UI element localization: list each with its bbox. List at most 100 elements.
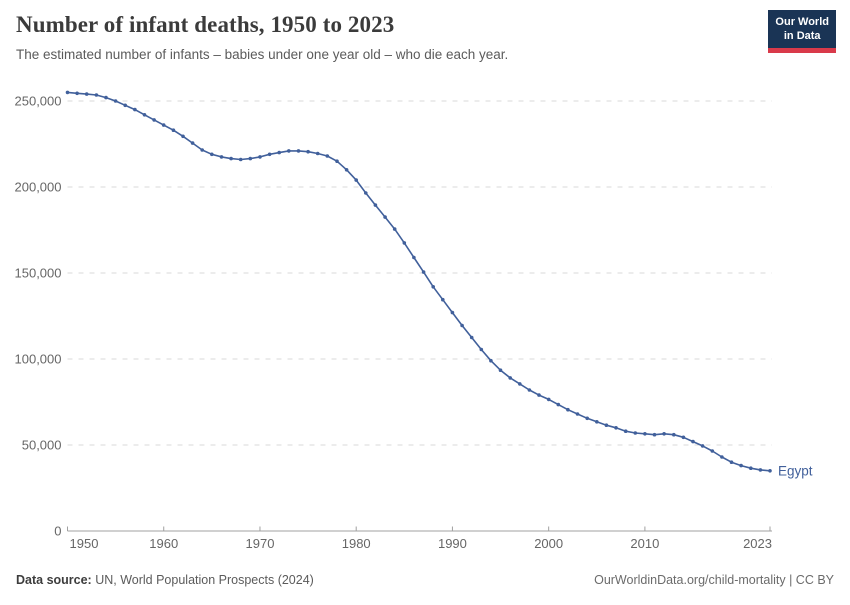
data-point[interactable] <box>402 241 407 245</box>
data-point[interactable] <box>210 152 214 157</box>
y-tick-label: 150,000 <box>15 266 62 281</box>
owid-logo[interactable]: Our World in Data <box>768 10 836 53</box>
data-point[interactable] <box>431 285 436 289</box>
chart-subtitle: The estimated number of infants – babies… <box>16 47 509 62</box>
data-point[interactable] <box>306 149 310 154</box>
data-point[interactable] <box>546 397 551 402</box>
page-title: Number of infant deaths, 1950 to 2023 <box>16 12 395 37</box>
data-point[interactable] <box>556 402 561 407</box>
data-point[interactable] <box>469 335 474 340</box>
y-tick-label: 200,000 <box>15 180 62 195</box>
x-tick-label: 1960 <box>149 536 178 551</box>
data-point[interactable] <box>479 347 484 352</box>
data-point[interactable] <box>219 155 224 159</box>
data-point[interactable] <box>749 466 753 471</box>
data-point[interactable] <box>585 416 589 421</box>
data-point[interactable] <box>344 168 349 172</box>
data-point[interactable] <box>604 423 609 428</box>
data-point[interactable] <box>450 310 455 315</box>
owid-logo-line1: Our World <box>775 16 829 28</box>
data-point[interactable] <box>171 128 176 132</box>
data-point[interactable] <box>238 157 243 162</box>
data-point[interactable] <box>681 435 686 440</box>
data-point[interactable] <box>325 154 330 158</box>
data-point[interactable] <box>229 156 233 161</box>
data-point[interactable] <box>421 270 426 274</box>
data-point[interactable] <box>104 95 108 100</box>
data-point[interactable] <box>65 90 70 95</box>
data-point[interactable] <box>720 455 724 459</box>
x-tick-label: 1990 <box>438 536 467 551</box>
data-source-note: Data source: UN, World Population Prospe… <box>16 573 314 587</box>
data-point[interactable] <box>364 191 368 195</box>
data-point[interactable] <box>575 412 580 416</box>
y-tick-label: 250,000 <box>15 94 62 109</box>
x-tick-label: 1950 <box>70 536 99 551</box>
data-point[interactable] <box>267 152 272 157</box>
data-point[interactable] <box>441 297 445 302</box>
x-tick-label: 2000 <box>534 536 563 551</box>
data-point[interactable] <box>152 118 156 122</box>
data-point[interactable] <box>614 426 618 430</box>
data-point[interactable] <box>537 393 541 397</box>
data-point[interactable] <box>652 432 657 437</box>
data-point[interactable] <box>460 323 464 328</box>
data-point[interactable] <box>508 376 512 380</box>
x-tick-label: 2010 <box>630 536 659 551</box>
data-point[interactable] <box>354 178 359 182</box>
data-point[interactable] <box>700 444 705 448</box>
data-point[interactable] <box>623 429 628 434</box>
data-point[interactable] <box>277 150 282 155</box>
data-point[interactable] <box>373 203 378 207</box>
data-point[interactable] <box>200 148 204 152</box>
data-point[interactable] <box>248 156 253 161</box>
data-point[interactable] <box>633 431 638 435</box>
data-point[interactable] <box>296 149 301 153</box>
data-point[interactable] <box>710 449 715 453</box>
data-point[interactable] <box>383 215 387 219</box>
owid-logo-line2: in Data <box>783 30 821 43</box>
data-point[interactable] <box>566 407 570 412</box>
x-tick-label: 2023 <box>743 536 772 551</box>
data-point[interactable] <box>113 99 118 103</box>
data-point[interactable] <box>315 151 320 156</box>
data-point[interactable] <box>518 382 522 386</box>
y-tick-label: 0 <box>54 524 61 539</box>
x-tick-label: 1970 <box>246 536 275 551</box>
egypt-line[interactable] <box>67 91 771 472</box>
footer-attribution: OurWorldinData.org/child-mortality | CC … <box>594 573 834 587</box>
data-point[interactable] <box>672 432 676 437</box>
data-point[interactable] <box>181 134 185 139</box>
data-point[interactable] <box>498 368 503 373</box>
data-point[interactable] <box>595 420 599 424</box>
data-point[interactable] <box>392 227 397 231</box>
data-point[interactable] <box>258 155 262 159</box>
data-point[interactable] <box>643 432 647 436</box>
data-point[interactable] <box>142 113 147 117</box>
series-label-egypt[interactable]: Egypt <box>778 463 813 478</box>
data-point[interactable] <box>123 103 127 108</box>
chart-footer: Data source: UN, World Population Prospe… <box>16 573 834 587</box>
data-point[interactable] <box>662 432 666 436</box>
data-point[interactable] <box>94 93 99 97</box>
data-point[interactable] <box>527 388 532 392</box>
data-point[interactable] <box>287 149 291 153</box>
data-point[interactable] <box>161 123 166 127</box>
data-point[interactable] <box>335 159 339 163</box>
data-point[interactable] <box>768 469 772 473</box>
data-point[interactable] <box>133 107 137 112</box>
data-point[interactable] <box>489 358 493 363</box>
data-point[interactable] <box>691 439 695 444</box>
data-point[interactable] <box>739 463 743 468</box>
license-text: | CC BY <box>785 573 834 587</box>
y-tick-label: 50,000 <box>22 438 62 453</box>
data-point[interactable] <box>729 460 734 465</box>
data-point[interactable] <box>412 255 416 260</box>
y-tick-label: 100,000 <box>15 352 62 367</box>
data-point[interactable] <box>84 92 89 96</box>
data-point[interactable] <box>75 91 79 96</box>
data-point[interactable] <box>758 468 763 472</box>
owid-url-link[interactable]: OurWorldinData.org/child-mortality <box>594 573 786 587</box>
data-point[interactable] <box>190 141 195 145</box>
